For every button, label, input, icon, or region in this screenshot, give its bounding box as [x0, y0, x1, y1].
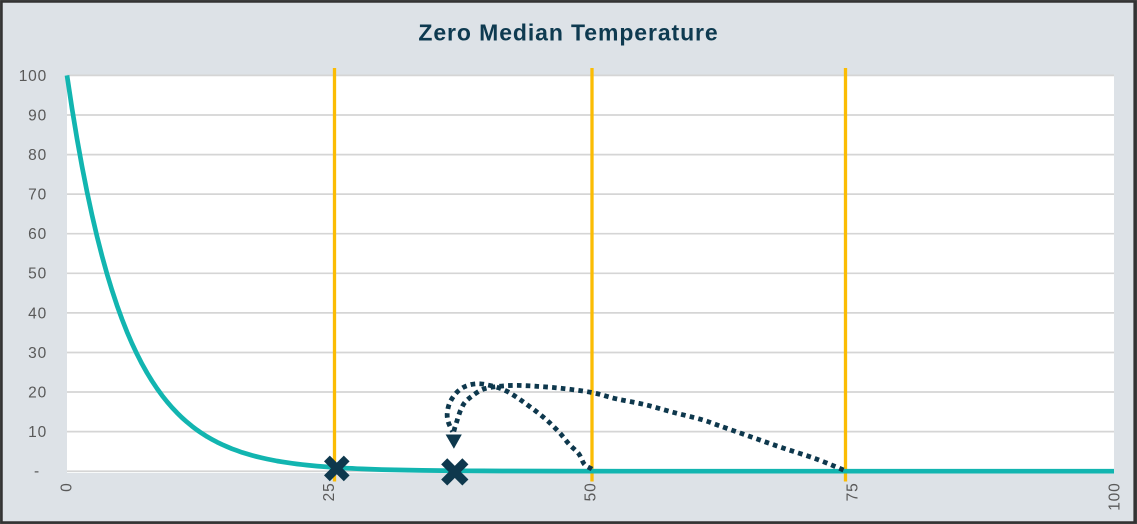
- svg-text:70: 70: [28, 187, 47, 204]
- svg-text:100: 100: [1107, 483, 1124, 511]
- svg-text:75: 75: [845, 483, 862, 502]
- svg-text:60: 60: [28, 226, 47, 243]
- svg-text:50: 50: [583, 483, 600, 502]
- svg-text:100: 100: [19, 68, 47, 85]
- svg-text:80: 80: [28, 147, 47, 164]
- svg-text:-: -: [34, 463, 40, 480]
- svg-text:90: 90: [28, 107, 47, 124]
- svg-text:10: 10: [28, 424, 47, 441]
- svg-text:30: 30: [28, 345, 47, 362]
- svg-text:25: 25: [321, 483, 338, 502]
- svg-text:40: 40: [28, 305, 47, 322]
- svg-text:0: 0: [59, 483, 76, 492]
- svg-text:50: 50: [28, 266, 47, 283]
- svg-text:20: 20: [28, 384, 47, 401]
- svg-text:Zero Median Temperature: Zero Median Temperature: [418, 20, 718, 46]
